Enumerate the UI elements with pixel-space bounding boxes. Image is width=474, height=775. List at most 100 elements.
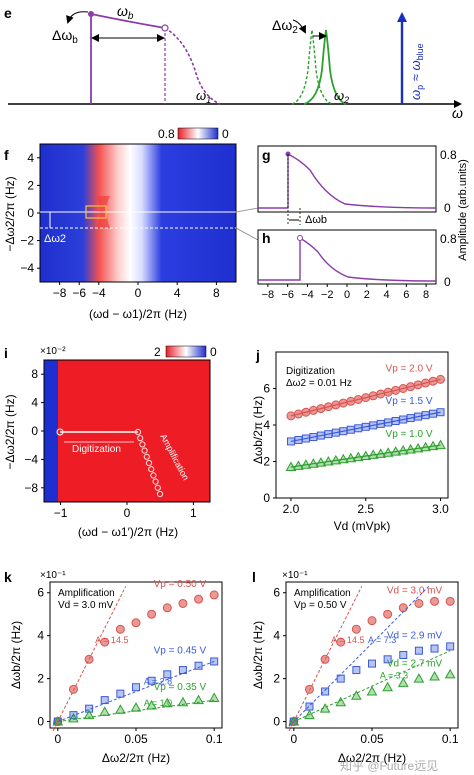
i-cbar-min: 0 [210, 345, 217, 359]
i-amplification-dot [141, 447, 148, 454]
j-series: Vp = 2.0 V Vp = 1.5 V Vp = 1.0 V [285, 363, 446, 471]
l-ylabel: Δωb/2π (Hz) [251, 621, 265, 689]
l-fit-line [288, 650, 451, 725]
h-ytick-top: 0.8 [440, 232, 457, 246]
i-yticks: 8 4 0 −4 −8 [24, 367, 44, 495]
k-point [178, 598, 188, 608]
l-fit-label: A = 14.5 [331, 635, 364, 645]
k-title: Amplification [58, 588, 115, 599]
l-point [352, 666, 361, 675]
g-delta-omega-b: Δωb [305, 214, 327, 226]
l-xlabel: Δω2/2π (Hz) [338, 751, 406, 765]
f-highlight-box [85, 205, 107, 219]
l-xtick-label: 0 [290, 732, 297, 746]
f-cbar-max: 0.8 [158, 127, 175, 141]
k-fit-label: A = 2.8 [144, 676, 172, 686]
j-point [435, 439, 446, 450]
l-ytick-label: 6 [273, 586, 280, 600]
panel-label-g: g [262, 147, 271, 163]
l-point [414, 646, 423, 655]
k-point [146, 699, 157, 710]
l-fit-line [288, 586, 363, 732]
f-colorbar [177, 127, 219, 140]
panel-e: e ω ωb Δωb ω1 Δω2 ω2 ωp ≈ ωblue [4, 3, 463, 121]
e-omega-p-label: ωp ≈ ωblue [408, 43, 425, 100]
k-point [208, 692, 220, 702]
i-amplification-dot [139, 441, 146, 448]
panel-label-e: e [4, 5, 12, 21]
e-omega-1-label: ω1 [196, 88, 211, 105]
l-point [321, 687, 330, 696]
k-point [130, 702, 142, 712]
f-xtick-label: −6 [72, 286, 86, 300]
k-fit-label: A = 1.0 [144, 698, 172, 708]
k-point [178, 666, 187, 675]
j-fit-line [290, 378, 441, 417]
e-curved-arrow-left [66, 11, 89, 24]
j-ytick-label: 4 [263, 418, 270, 432]
panel-h: h 0.8 0 −8 −6 −4 −2 0 2 4 6 8 [257, 229, 457, 301]
l-scale-note: ×10⁻¹ [282, 570, 308, 581]
i-start-dot [56, 428, 64, 436]
j-title: Digitization [286, 366, 335, 377]
i-xtick-label: −1 [54, 506, 68, 520]
h-xticks: −8 −6 −4 −2 0 2 4 6 8 [262, 284, 429, 301]
l-point [444, 668, 456, 679]
panel-label-j: j [255, 347, 260, 363]
f-ylabel: −Δω2/2π (Hz) [3, 176, 17, 251]
l-point [336, 674, 345, 683]
l-series-label: Vd = 2.7 mV [387, 658, 443, 669]
i-ytick-label: 4 [31, 396, 38, 410]
f-connector-g [235, 207, 259, 213]
k-point [116, 689, 125, 698]
watermark: 知乎 @Future远见 [340, 759, 438, 773]
k-fit-line [52, 660, 215, 724]
panel-i: i ×10⁻² Digitization Amplification 2 0 8… [3, 345, 217, 539]
h-xtick-label: 2 [364, 289, 370, 301]
panel-f: f Δω2 0.8 0 4 2 0 −2 −4 −8 −6 −4 0 4 8 −Δω2/2π (H… [3, 127, 259, 321]
l-fit-line [288, 585, 430, 727]
panel-g: g Δωb 0.8 0 Amplitude (arb.units) [257, 145, 469, 261]
k-point [147, 609, 157, 619]
j-ticks: 0 2 4 6 2.0 2.5 3.0 [263, 382, 449, 517]
g-response-curve [258, 152, 437, 209]
e-green-solid-peak [303, 29, 347, 105]
f-connector-h [235, 227, 259, 241]
panel-label-l: l [252, 569, 256, 585]
e-delta-omega-2-label: Δω2 [272, 17, 298, 36]
k-fit-label: A = 14.5 [95, 635, 128, 645]
f-xtick-label: 4 [174, 286, 181, 300]
j-subtitle: Δω2 = 0.01 Hz [286, 378, 352, 389]
l-point [335, 696, 347, 707]
j-xlabel: Vd (mVpk) [334, 519, 391, 533]
i-amplification-dot [154, 484, 161, 491]
l-xtick-label: 0.05 [360, 732, 384, 746]
panel-j: j Digitization Δω2 = 0.01 Hz Vp = 2.0 VV… [251, 347, 449, 533]
e-omega-b-label: ωb [117, 3, 134, 22]
j-xtick-label: 2.5 [357, 502, 374, 516]
g-ylabel: Amplitude (arb.units) [457, 159, 469, 261]
h-peak-open-dot [297, 235, 303, 241]
f-heatmap [40, 144, 236, 282]
f-xtick-label: 8 [213, 286, 220, 300]
k-point [163, 670, 172, 679]
e-purple-open-dot [161, 24, 169, 32]
l-point [383, 609, 393, 619]
e-purple-dot [88, 11, 94, 17]
l-point [336, 637, 346, 647]
h-ytick-bottom: 0 [444, 275, 451, 289]
h-xtick-label: 0 [344, 289, 350, 301]
l-point [368, 659, 376, 668]
l-series-label: Vd = 2.9 mV [387, 630, 443, 641]
i-amplification-dot [156, 490, 164, 498]
i-xtick-label: 0 [124, 506, 131, 520]
e-delta-omega-b-label: Δωb [52, 27, 78, 46]
i-amplification-dot [137, 435, 144, 442]
i-scale-note: ×10⁻² [40, 346, 66, 357]
l-point [429, 670, 440, 681]
l-point [413, 673, 425, 683]
g-ytick-bottom: 0 [444, 201, 451, 215]
k-ticks: 0 2 4 6 0 0.05 0.1 [37, 586, 223, 746]
panel-label-h: h [262, 230, 271, 246]
